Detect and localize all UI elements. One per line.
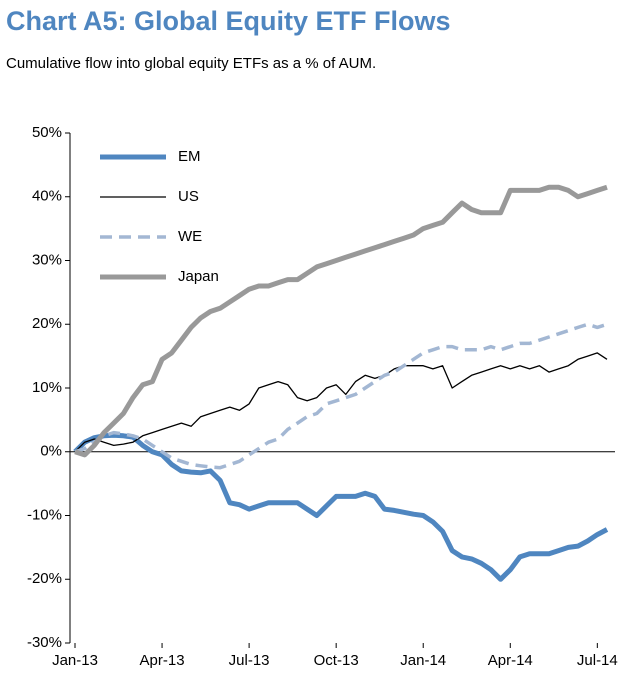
chart-subtitle: Cumulative flow into global equity ETFs … <box>6 55 376 72</box>
x-tick-label: Jul-13 <box>229 652 270 669</box>
x-tick-label: Oct-13 <box>314 652 359 669</box>
x-tick-label: Jul-14 <box>577 652 618 669</box>
legend-label: EM <box>178 148 201 165</box>
y-tick-label: 0% <box>40 443 62 460</box>
legend-label: Japan <box>178 268 219 285</box>
y-tick-label: -30% <box>27 634 62 651</box>
y-tick-label: 20% <box>32 315 62 332</box>
y-tick-label: 40% <box>32 188 62 205</box>
series-line <box>74 352 608 453</box>
series-line <box>73 432 609 582</box>
x-tick-label: Jan-14 <box>400 652 446 669</box>
y-tick-label: -20% <box>27 570 62 587</box>
legend-label: US <box>178 188 199 205</box>
y-tick-label: 50% <box>32 124 62 141</box>
y-tick-label: 30% <box>32 251 62 268</box>
y-tick-label: -10% <box>27 506 62 523</box>
x-tick-label: Apr-13 <box>140 652 185 669</box>
x-tick-label: Jan-13 <box>52 652 98 669</box>
y-tick-label: 10% <box>32 379 62 396</box>
series-line <box>74 184 608 458</box>
legend-label: WE <box>178 228 202 245</box>
x-tick-label: Apr-14 <box>488 652 533 669</box>
chart-title: Chart A5: Global Equity ETF Flows <box>6 6 451 36</box>
series-line <box>74 322 608 470</box>
